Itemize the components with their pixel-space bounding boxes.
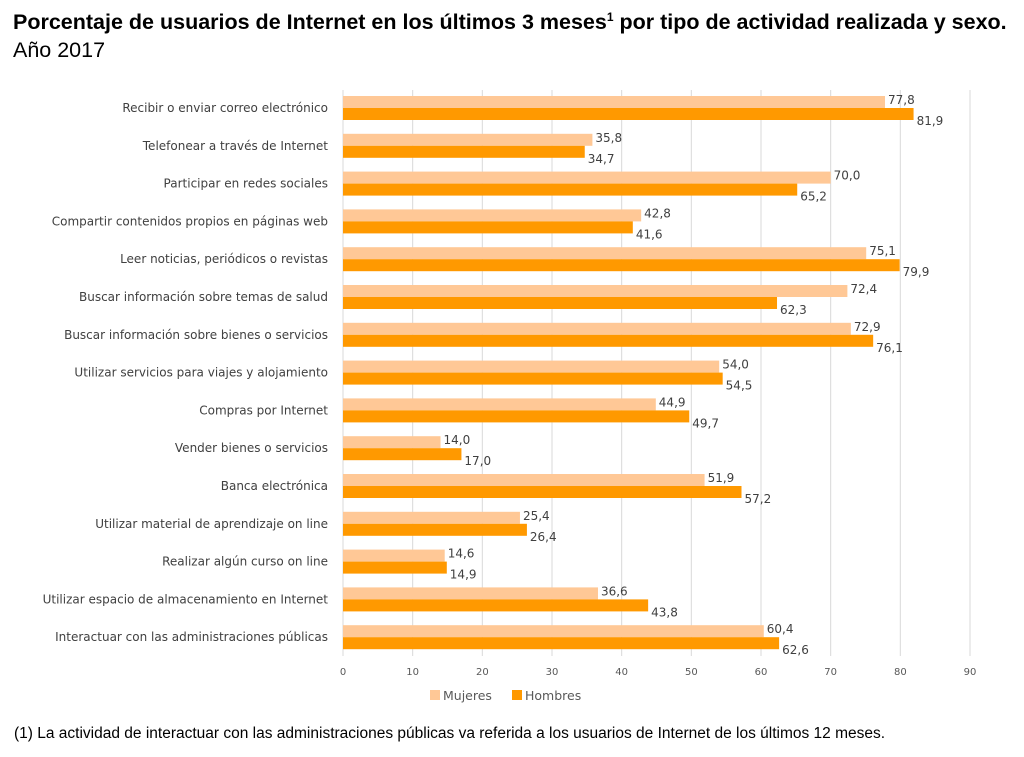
category-label: Telefonear a través de Internet — [142, 139, 329, 153]
bar-mujeres — [343, 285, 848, 297]
bar-mujeres — [343, 360, 720, 373]
title-main: Porcentaje de usuarios de Internet en lo… — [13, 10, 607, 35]
data-label-hombres: 26,4 — [530, 530, 557, 544]
x-tick-label: 40 — [615, 667, 628, 678]
category-label: Leer noticias, periódicos o revistas — [120, 252, 328, 266]
bar-hombres — [343, 145, 585, 158]
bar-mujeres — [343, 171, 831, 184]
bar-hombres — [343, 599, 649, 612]
x-tick-label: 80 — [894, 667, 907, 678]
bar-hombres — [343, 221, 633, 234]
category-label: Compartir contenidos propios en páginas … — [52, 214, 328, 228]
data-label-hombres: 14,9 — [450, 568, 477, 582]
legend-swatch-mujeres — [430, 690, 440, 700]
category-label: Buscar información sobre temas de salud — [79, 290, 328, 304]
data-label-mujeres: 70,0 — [834, 169, 861, 183]
data-label-mujeres: 35,8 — [595, 131, 622, 145]
x-tick-label: 0 — [340, 667, 346, 678]
data-label-mujeres: 77,8 — [888, 93, 915, 107]
data-label-hombres: 43,8 — [651, 605, 678, 619]
data-label-mujeres: 36,6 — [601, 584, 628, 598]
data-label-mujeres: 60,4 — [767, 622, 794, 636]
bar-hombres — [343, 372, 723, 385]
data-label-hombres: 54,5 — [726, 379, 753, 393]
bar-mujeres — [343, 96, 886, 108]
data-label-mujeres: 72,4 — [850, 282, 877, 296]
bar-mujeres — [343, 436, 441, 449]
data-label-mujeres: 14,6 — [448, 547, 475, 561]
bar-hombres — [343, 259, 900, 272]
bar-hombres — [343, 297, 778, 309]
bar-mujeres — [343, 625, 764, 638]
data-label-mujeres: 25,4 — [523, 509, 550, 523]
category-label: Interactuar con las administraciones púb… — [55, 630, 328, 644]
data-label-hombres: 65,2 — [800, 190, 827, 204]
bar-hombres — [343, 183, 798, 196]
data-label-mujeres: 51,9 — [708, 471, 735, 485]
category-label: Utilizar material de aprendizaje on line — [95, 517, 328, 531]
data-label-hombres: 79,9 — [903, 265, 930, 279]
category-label: Realizar algún curso on line — [162, 555, 328, 569]
bar-hombres — [343, 448, 462, 461]
x-tick-label: 70 — [824, 667, 837, 678]
bar-mujeres — [343, 247, 867, 260]
bar-hombres — [343, 637, 780, 650]
bar-mujeres — [343, 209, 642, 222]
category-label: Utilizar espacio de almacenamiento en In… — [43, 592, 329, 606]
data-label-hombres: 62,6 — [782, 643, 809, 657]
title-footnote-mark: 1 — [606, 10, 614, 24]
x-tick-label: 90 — [964, 667, 977, 678]
bar-mujeres — [343, 511, 520, 524]
category-label: Vender bienes o servicios — [175, 441, 328, 455]
legend-label-hombres: Hombres — [525, 688, 581, 703]
bar-mujeres — [343, 133, 593, 146]
bar-mujeres — [343, 322, 851, 335]
x-tick-label: 60 — [755, 667, 768, 678]
data-label-hombres: 81,9 — [917, 114, 944, 128]
data-label-mujeres: 42,8 — [644, 206, 671, 220]
data-label-mujeres: 44,9 — [659, 395, 686, 409]
category-label: Recibir o enviar correo electrónico — [122, 101, 328, 115]
title-main-cont: por tipo de actividad realizada y sexo. — [613, 10, 1007, 35]
data-label-hombres: 17,0 — [464, 454, 491, 468]
category-label: Compras por Internet — [199, 403, 328, 417]
legend-swatch-hombres — [512, 690, 522, 700]
bar-hombres — [343, 561, 447, 574]
data-label-hombres: 76,1 — [876, 341, 903, 355]
bar-mujeres — [343, 587, 598, 600]
legend-label-mujeres: Mujeres — [443, 688, 492, 703]
bar-mujeres — [343, 474, 705, 486]
chart-title: Porcentaje de usuarios de Internet en lo… — [13, 3, 1013, 64]
data-label-hombres: 41,6 — [636, 227, 663, 241]
x-tick-label: 50 — [685, 667, 698, 678]
category-label: Buscar información sobre bienes o servic… — [64, 328, 328, 342]
bar-hombres — [343, 108, 914, 120]
footnote: (1) La actividad de interactuar con las … — [14, 725, 886, 742]
data-label-hombres: 62,3 — [780, 303, 807, 317]
bar-mujeres — [343, 549, 445, 562]
category-label: Participar en redes sociales — [164, 177, 328, 191]
bar-hombres — [343, 334, 874, 347]
category-label: Banca electrónica — [221, 479, 328, 493]
bar-hombres — [343, 523, 527, 536]
x-tick-label: 20 — [476, 667, 489, 678]
data-label-mujeres: 14,0 — [444, 433, 471, 447]
data-label-mujeres: 75,1 — [869, 244, 896, 258]
category-label: Utilizar servicios para viajes y alojami… — [74, 366, 328, 380]
x-tick-label: 10 — [406, 667, 419, 678]
data-label-mujeres: 72,9 — [854, 320, 881, 334]
x-tick-label: 30 — [546, 667, 559, 678]
bar-mujeres — [343, 398, 656, 411]
data-label-hombres: 57,2 — [744, 492, 771, 506]
data-label-mujeres: 54,0 — [722, 358, 749, 372]
bar-hombres — [343, 410, 690, 423]
data-label-hombres: 49,7 — [692, 416, 719, 430]
data-label-hombres: 34,7 — [588, 152, 615, 166]
bar-hombres — [343, 486, 742, 498]
title-year: Año 2017 — [13, 38, 106, 63]
